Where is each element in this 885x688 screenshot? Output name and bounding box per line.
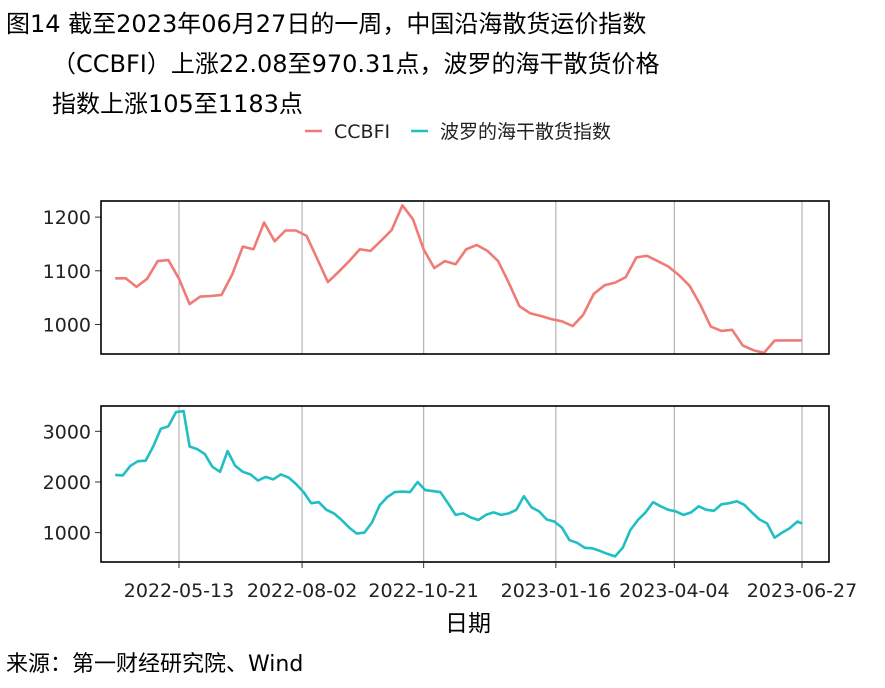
panel-frame-1 — [100, 200, 830, 355]
y-tick-label-panel2-1: 2000 — [43, 472, 91, 494]
source-note: 来源：第一财经研究院、Wind — [6, 652, 304, 677]
y-tick-label-panel1-2: 1200 — [43, 207, 91, 229]
series-line-ccbfi — [115, 204, 802, 355]
title-line-1: 图14 截至2023年06月27日的一周，中国沿海散货运价指数 — [6, 10, 647, 38]
y-tick-label-panel2-0: 1000 — [43, 523, 91, 545]
x-tick-label-2: 2022-10-21 — [368, 580, 478, 602]
x-axis-title: 日期 — [445, 611, 491, 637]
title-line-3: 指数上涨105至1183点 — [52, 90, 303, 118]
figure-title: 图14 截至2023年06月27日的一周，中国沿海散货运价指数 （CCBFI）上… — [6, 4, 876, 124]
y-tick-label-panel1-0: 1000 — [43, 314, 91, 336]
x-tick-label-4: 2023-04-04 — [619, 580, 729, 602]
title-line-2: （CCBFI）上涨22.08至970.31点，波罗的海干散货价格 — [52, 50, 660, 78]
x-tick-label-3: 2023-01-16 — [501, 580, 611, 602]
y-tick-label-panel1-1: 1100 — [43, 261, 91, 283]
legend-ccbfi-label: CCBFI — [334, 121, 390, 143]
y-tick-label-panel2-2: 3000 — [43, 421, 91, 443]
legend-bdi-label: 波罗的海干散货指数 — [440, 121, 611, 143]
panel-frame-2 — [100, 405, 830, 563]
x-tick-label-1: 2022-08-02 — [247, 580, 357, 602]
series-line-bdi — [115, 409, 803, 558]
x-tick-label-0: 2022-05-13 — [124, 580, 234, 602]
x-tick-label-5: 2023-06-27 — [747, 580, 857, 602]
